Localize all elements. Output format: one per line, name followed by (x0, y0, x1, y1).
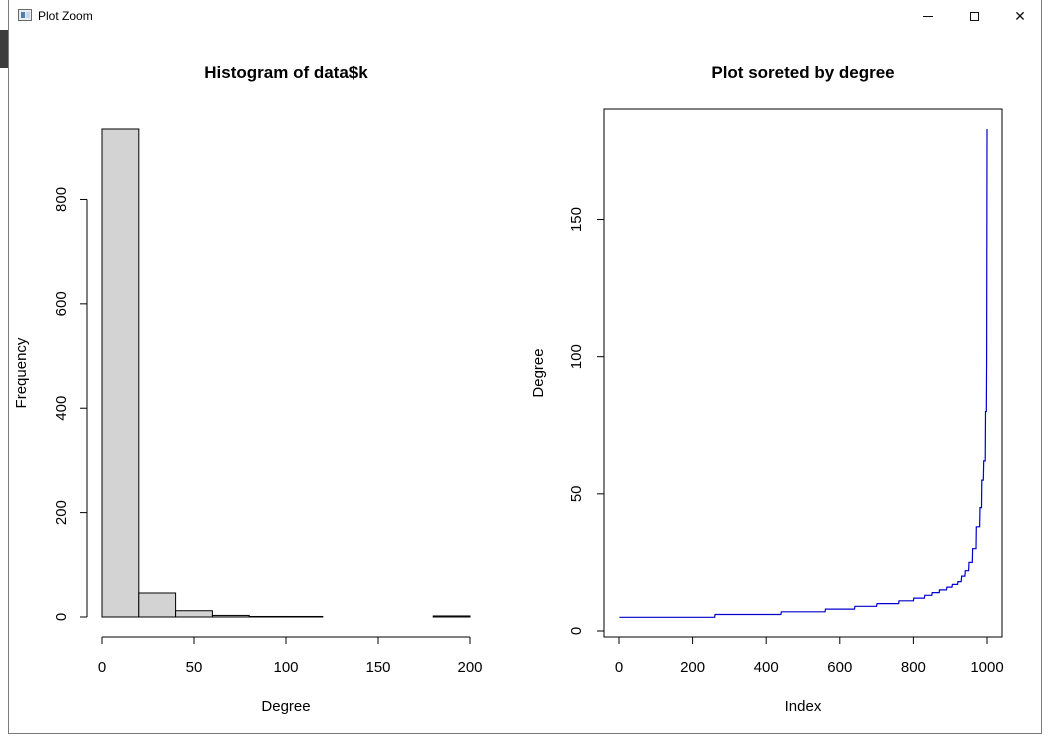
histogram-x-tick-label: 150 (365, 659, 390, 676)
histogram-bar (211, 614, 250, 618)
histogram-x-axis-label: Degree (261, 698, 310, 715)
sorted-plot-y-tick-label: 0 (568, 627, 585, 635)
histogram-y-tick-label: 200 (53, 500, 70, 525)
sorted-plot-x-tick-label: 200 (680, 659, 705, 676)
histogram-y-tick-label: 600 (53, 291, 70, 316)
sorted-plot-x-tick-label: 400 (754, 659, 779, 676)
histogram-y-tick-label: 0 (53, 613, 70, 621)
histogram-bar (138, 592, 177, 618)
close-icon: ✕ (1014, 7, 1026, 24)
sorted-plot-x-axis-label: Index (785, 698, 822, 715)
histogram-x-tick-label: 0 (98, 659, 106, 676)
histogram-y-tick-label: 400 (53, 396, 70, 421)
sorted-plot-x-tick-label: 800 (901, 659, 926, 676)
histogram-bar (101, 128, 140, 618)
histogram-axes: 0 50 100 150 200 0 200 400 600 800 (53, 187, 483, 676)
sorted-degree-line (619, 128, 988, 618)
maximize-button[interactable] (951, 0, 997, 32)
background-window-edge (0, 0, 8, 734)
sorted-plot-box (603, 108, 1003, 638)
sorted-plot-x-tick-label: 600 (827, 659, 852, 676)
window-title: Plot Zoom (38, 9, 93, 23)
sorted-plot-y-tick-label: 150 (568, 207, 585, 232)
histogram-bars (101, 128, 471, 618)
histogram-bar (175, 610, 213, 618)
minimize-icon (923, 15, 933, 17)
sorted-plot-y-tick-label: 50 (568, 485, 585, 502)
histogram-bar (285, 615, 324, 618)
histogram-y-axis-label: Frequency (13, 337, 30, 408)
sorted-plot-axes: 0 200 400 600 800 1000 0 50 100 150 (568, 207, 1004, 676)
histogram-title: Histogram of data$k (204, 63, 368, 82)
histogram-bar (432, 615, 471, 618)
histogram-x-tick-label: 50 (186, 659, 203, 676)
close-button[interactable]: ✕ (997, 0, 1043, 32)
sorted-plot-x-tick-label: 1000 (970, 659, 1003, 676)
sorted-plot-y-axis-label: Degree (530, 348, 547, 397)
title-bar[interactable]: Plot Zoom ✕ (9, 0, 1041, 32)
plot-window-icon (18, 9, 32, 21)
histogram-x-tick-label: 200 (457, 659, 482, 676)
histogram-x-tick-label: 100 (273, 659, 298, 676)
plot-canvas: Histogram of data$k Degree Frequency 0 50… (9, 32, 1041, 734)
histogram-bar (248, 615, 287, 618)
plots-svg: Histogram of data$k Degree Frequency 0 50… (13, 63, 1004, 715)
sorted-plot-title: Plot soreted by degree (711, 63, 894, 82)
sorted-plot-x-tick-label: 0 (615, 659, 623, 676)
maximize-icon (969, 11, 979, 21)
minimize-button[interactable] (905, 0, 951, 32)
plot-zoom-window: Plot Zoom ✕ Histogram of data$k Degree F… (8, 0, 1042, 734)
histogram-y-tick-label: 800 (53, 187, 70, 212)
sorted-plot-y-tick-label: 100 (568, 344, 585, 369)
